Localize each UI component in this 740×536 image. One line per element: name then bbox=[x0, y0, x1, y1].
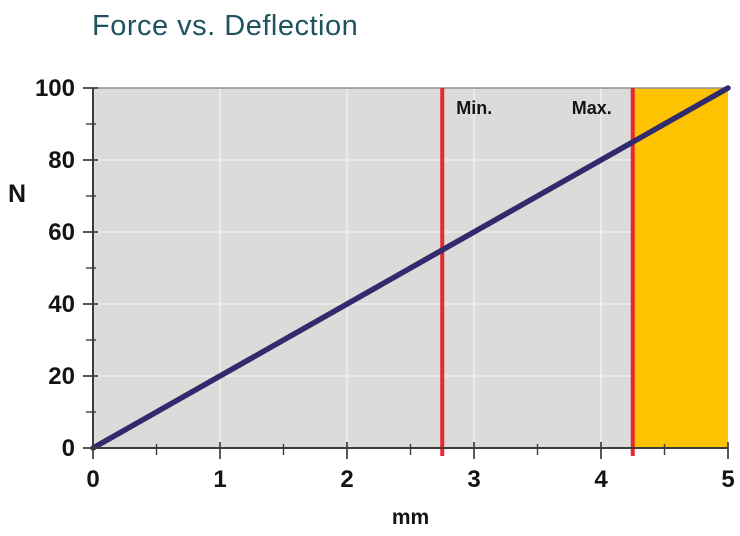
x-tick-label: 2 bbox=[340, 466, 353, 493]
beyond-max-region bbox=[632, 88, 728, 448]
force-deflection-line bbox=[90, 85, 731, 451]
x-tick-label: 3 bbox=[467, 466, 480, 493]
y-tick-label: 80 bbox=[48, 147, 75, 174]
y-tick-label: 100 bbox=[35, 75, 75, 102]
x-tick-label: 5 bbox=[721, 466, 734, 493]
y-tick-label: 40 bbox=[48, 291, 75, 318]
y-tick-label: 0 bbox=[62, 435, 75, 462]
min-label: Min. bbox=[456, 98, 492, 118]
x-tick-label: 4 bbox=[594, 466, 608, 493]
y-axis-label: N bbox=[8, 180, 26, 208]
x-tick-label: 1 bbox=[213, 466, 226, 493]
y-tick-label: 20 bbox=[48, 363, 75, 390]
max-label: Max. bbox=[572, 98, 612, 118]
x-axis-label: mm bbox=[392, 506, 429, 529]
x-tick-label: 0 bbox=[86, 466, 99, 493]
chart-title: Force vs. Deflection bbox=[92, 10, 359, 42]
y-tick-label: 60 bbox=[48, 219, 75, 246]
